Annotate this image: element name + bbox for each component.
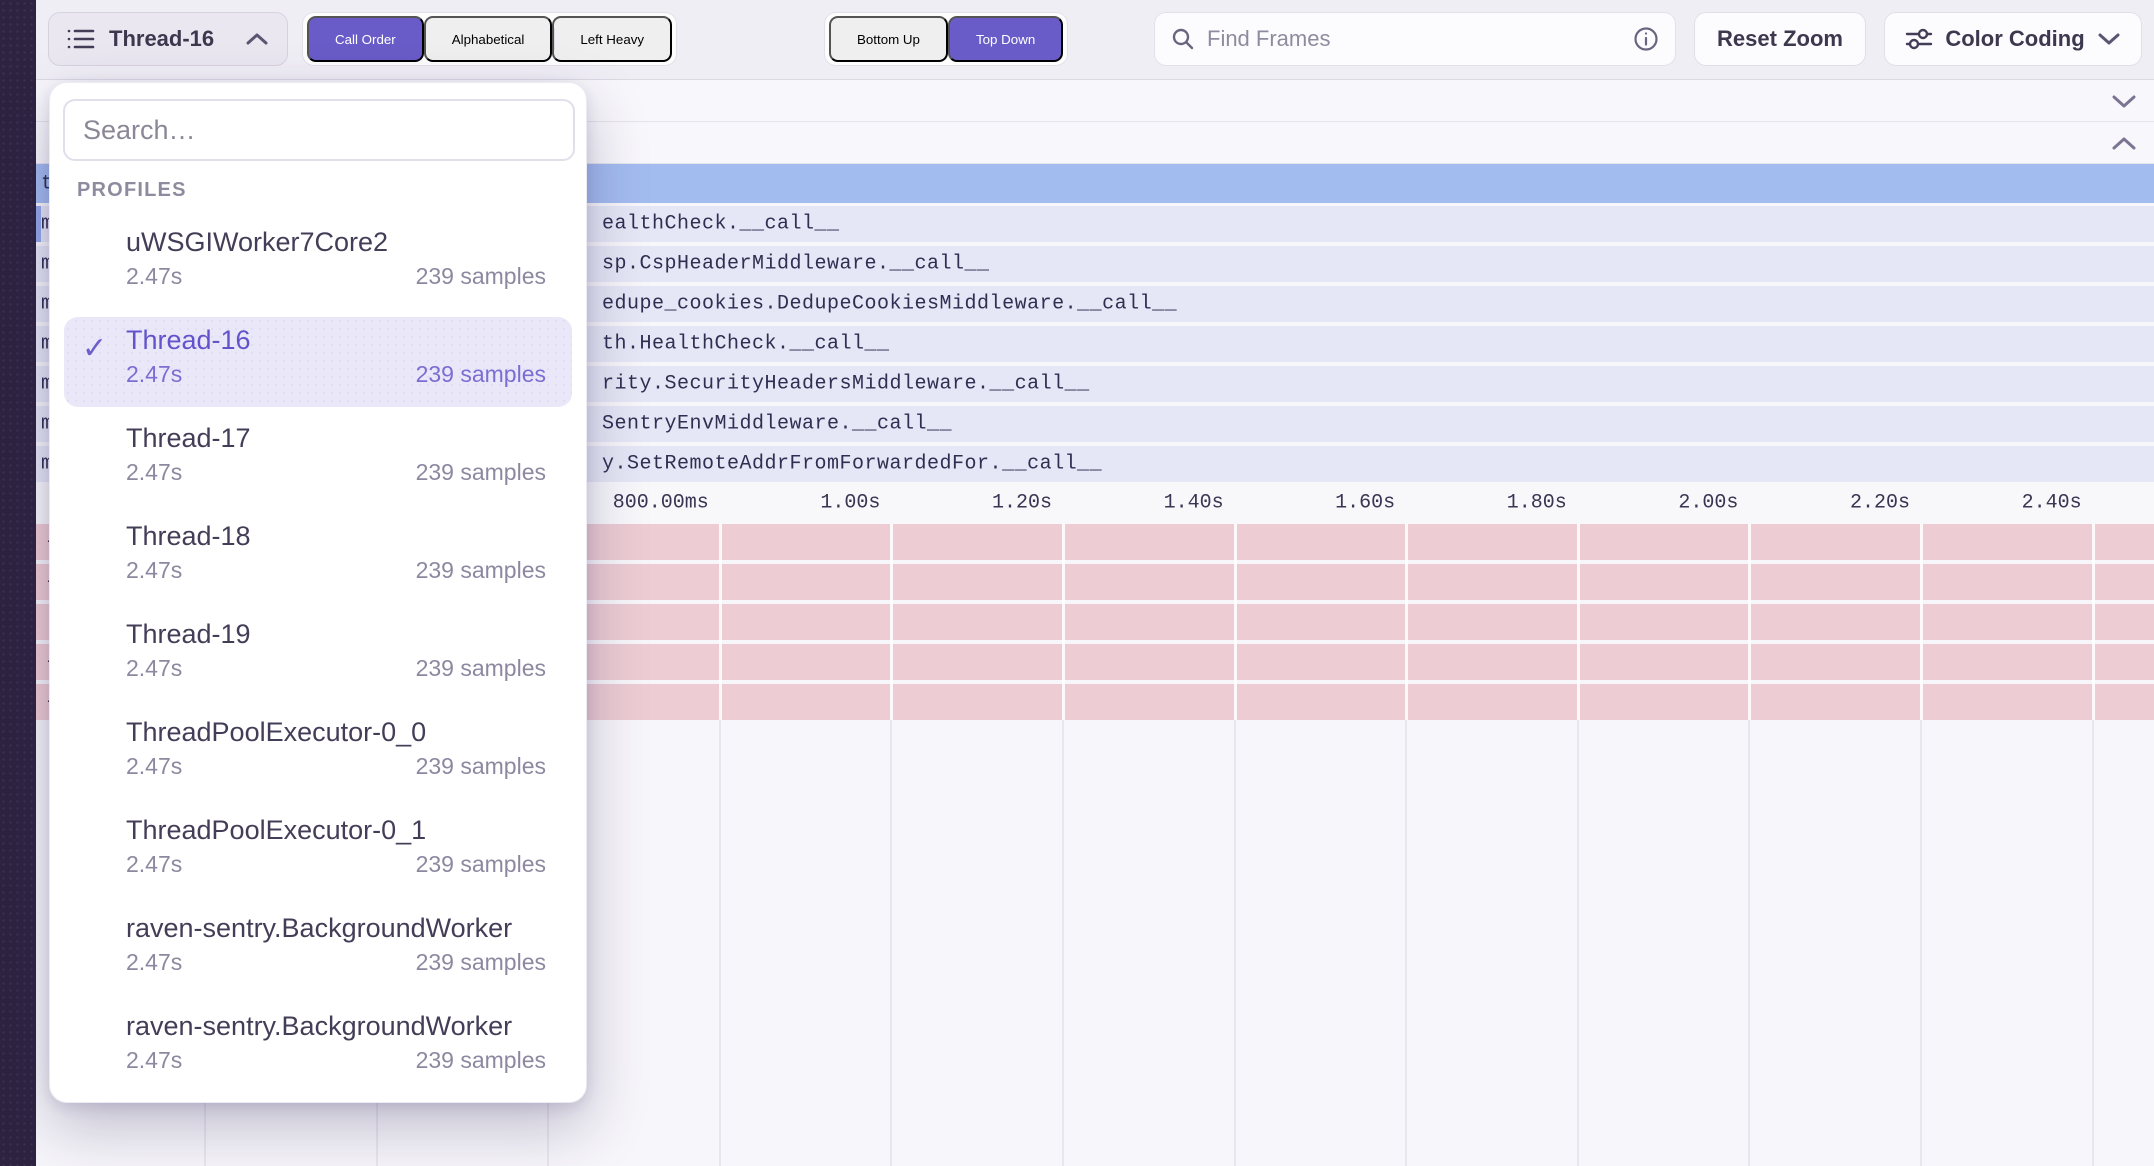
- axis-tick: 1.00s: [820, 492, 880, 515]
- frame-label: rity.SecurityHeadersMiddleware.__call__: [602, 373, 1090, 396]
- profile-list-item[interactable]: ✓ raven-sentry.BackgroundWorker 2.47s 23…: [64, 1003, 572, 1093]
- profile-list: ✓ uWSGIWorker7Core2 2.47s 239 samples ✓ …: [64, 219, 572, 1093]
- profile-duration: 2.47s: [126, 653, 182, 683]
- app-sidebar: [0, 0, 36, 1166]
- profile-sample-count: 239 samples: [416, 751, 546, 781]
- gridline: [1748, 720, 1750, 1166]
- axis-tick: 2.00s: [1678, 492, 1738, 515]
- thread-selector-label: Thread-16: [109, 26, 231, 52]
- profile-search-input[interactable]: [63, 99, 575, 161]
- profiler-screen: Thread-16 Call OrderAlphabeticalLeft Hea…: [0, 0, 2154, 1166]
- sort-segmented-control: Call OrderAlphabeticalLeft Heavy: [302, 12, 677, 66]
- profile-sample-count: 239 samples: [416, 1045, 546, 1075]
- find-frames-input[interactable]: [1207, 26, 1621, 52]
- search-icon: [1171, 27, 1195, 51]
- profile-list-item[interactable]: ✓ Thread-19 2.47s 239 samples: [64, 611, 572, 701]
- chevron-up-icon: [245, 32, 269, 46]
- profile-list-item[interactable]: ✓ Thread-16 2.47s 239 samples: [64, 317, 572, 407]
- sort-tab[interactable]: Alphabetical: [424, 16, 553, 62]
- profiles-section-label: PROFILES: [77, 179, 187, 202]
- profile-sample-count: 239 samples: [416, 457, 546, 487]
- profile-duration: 2.47s: [126, 1045, 182, 1075]
- profile-list-item[interactable]: ✓ uWSGIWorker7Core2 2.47s 239 samples: [64, 219, 572, 309]
- frame-label: sp.CspHeaderMiddleware.__call__: [602, 253, 990, 276]
- gridline: [1920, 720, 1922, 1166]
- sort-tab[interactable]: Call Order: [307, 16, 424, 62]
- frame-label: th.HealthCheck.__call__: [602, 333, 890, 356]
- frame-label: ealthCheck.__call__: [602, 213, 840, 236]
- axis-tick: 1.40s: [1164, 492, 1224, 515]
- profile-sample-count: 239 samples: [416, 261, 546, 291]
- direction-tab[interactable]: Bottom Up: [829, 16, 948, 62]
- profile-list-item[interactable]: ✓ Thread-17 2.47s 239 samples: [64, 415, 572, 505]
- axis-tick: 1.20s: [992, 492, 1052, 515]
- flamegraph-toolbar: Thread-16 Call OrderAlphabeticalLeft Hea…: [36, 0, 2154, 80]
- profile-duration: 2.47s: [126, 947, 182, 977]
- axis-tick: 1.60s: [1335, 492, 1395, 515]
- profile-list-item[interactable]: ✓ ThreadPoolExecutor-0_1 2.47s 239 sampl…: [64, 807, 572, 897]
- profile-list-item[interactable]: ✓ raven-sentry.BackgroundWorker 2.47s 23…: [64, 905, 572, 995]
- check-icon: ✓: [82, 331, 107, 366]
- profile-duration: 2.47s: [126, 849, 182, 879]
- profile-dropdown: PROFILES ✓ uWSGIWorker7Core2 2.47s 239 s…: [49, 82, 587, 1103]
- color-coding-label: Color Coding: [1945, 26, 2084, 52]
- profile-duration: 2.47s: [126, 261, 182, 291]
- profile-name: ThreadPoolExecutor-0_1: [126, 813, 546, 847]
- list-icon: [67, 26, 95, 52]
- frame-label: y.SetRemoteAddrFromForwardedFor.__call__: [602, 453, 1102, 476]
- gridline: [2092, 720, 2094, 1166]
- sliders-icon: [1905, 26, 1933, 52]
- chevron-down-icon[interactable]: [2110, 93, 2138, 109]
- info-icon[interactable]: [1633, 26, 1659, 52]
- profile-duration: 2.47s: [126, 555, 182, 585]
- frame-label: SentryEnvMiddleware.__call__: [602, 413, 952, 436]
- direction-tab[interactable]: Top Down: [948, 16, 1063, 62]
- profile-sample-count: 239 samples: [416, 653, 546, 683]
- thread-selector-button[interactable]: Thread-16: [48, 12, 288, 66]
- find-frames-search-box: [1154, 12, 1676, 66]
- axis-tick: 800.00ms: [613, 492, 709, 515]
- direction-segmented-control: Bottom UpTop Down: [824, 12, 1068, 66]
- chevron-down-icon: [2097, 32, 2121, 46]
- profile-sample-count: 239 samples: [416, 555, 546, 585]
- profile-list-item[interactable]: ✓ ThreadPoolExecutor-0_0 2.47s 239 sampl…: [64, 709, 572, 799]
- gridline: [1577, 720, 1579, 1166]
- color-coding-button[interactable]: Color Coding: [1884, 12, 2142, 66]
- sort-tab[interactable]: Left Heavy: [552, 16, 672, 62]
- profile-name: uWSGIWorker7Core2: [126, 225, 546, 259]
- axis-tick: 2.20s: [1850, 492, 1910, 515]
- gridline: [719, 720, 721, 1166]
- profile-name: Thread-17: [126, 421, 546, 455]
- profile-duration: 2.47s: [126, 359, 182, 389]
- profile-duration: 2.47s: [126, 457, 182, 487]
- profile-sample-count: 239 samples: [416, 849, 546, 879]
- frame-label: edupe_cookies.DedupeCookiesMiddleware.__…: [602, 293, 1177, 316]
- profile-name: Thread-18: [126, 519, 546, 553]
- axis-tick: 1.80s: [1507, 492, 1567, 515]
- profile-name: Thread-16: [126, 323, 546, 357]
- profile-name: Thread-19: [126, 617, 546, 651]
- profile-name: ThreadPoolExecutor-0_0: [126, 715, 546, 749]
- profile-name: raven-sentry.BackgroundWorker: [126, 1009, 546, 1043]
- profile-sample-count: 239 samples: [416, 359, 546, 389]
- profile-list-item[interactable]: ✓ Thread-18 2.47s 239 samples: [64, 513, 572, 603]
- gridline: [890, 720, 892, 1166]
- reset-zoom-button[interactable]: Reset Zoom: [1694, 12, 1866, 66]
- profile-duration: 2.47s: [126, 751, 182, 781]
- gridline: [1062, 720, 1064, 1166]
- chevron-up-icon[interactable]: [2110, 135, 2138, 151]
- profile-name: raven-sentry.BackgroundWorker: [126, 911, 546, 945]
- profile-sample-count: 239 samples: [416, 947, 546, 977]
- axis-tick: 2.40s: [2022, 492, 2082, 515]
- gridline: [1405, 720, 1407, 1166]
- gridline: [1234, 720, 1236, 1166]
